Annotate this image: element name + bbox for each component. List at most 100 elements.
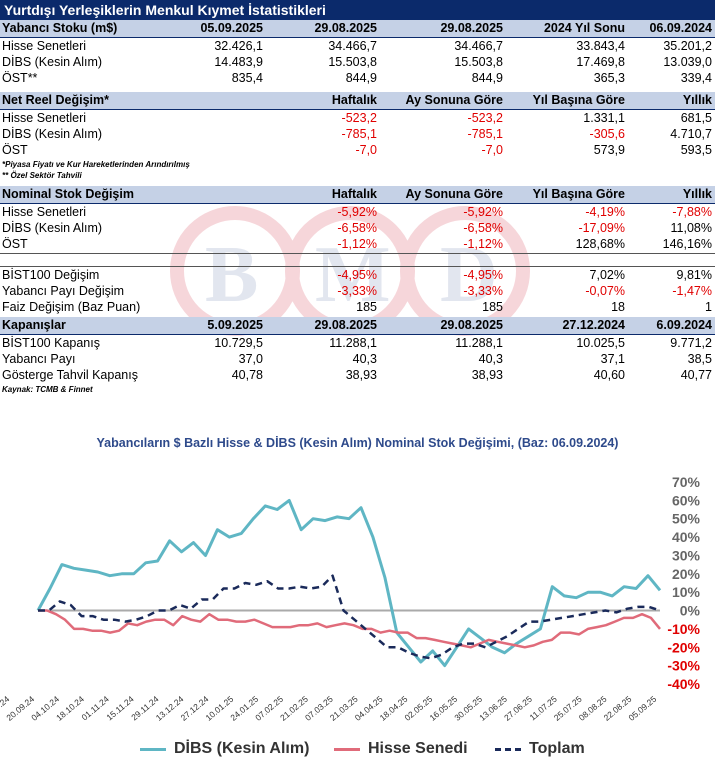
cell-value: -7,0 (481, 143, 503, 157)
table-row: ÖST -7,0 -7,0 573,9 593,5 (0, 142, 715, 158)
table-row: DİBS (Kesin Alım) -6,58% -6,58% -17,09% 11,0… (0, 220, 715, 236)
cell-value: 185 (356, 300, 377, 314)
table-row: Gösterge Tahvil Kapanış 40,78 38,93 38,93 40… (0, 367, 715, 383)
table-header-stock: Yabancı Stoku (m$) 05.09.2025 29.08.2025 29… (0, 20, 715, 38)
legend-item-dibs: DİBS (Kesin Alım) (140, 740, 309, 758)
cell-value: -785,1 (341, 127, 377, 141)
row-label: Yabancı Payı (2, 352, 76, 366)
cell-value: 9.771,2 (670, 336, 712, 350)
table-row: BİST100 Değişim -4,95% -4,95% 7,02% 9,81% (0, 267, 715, 283)
cell-value: 9,81% (676, 268, 712, 282)
row-label: DİBS (Kesin Alım) (2, 221, 103, 235)
cell-value: 10.729,5 (214, 336, 263, 350)
cell-value: 17.469,8 (576, 55, 625, 69)
table-row: DİBS (Kesin Alım) -785,1 -785,1 -305,6 4.710… (0, 126, 715, 142)
cell-value: 40,3 (352, 352, 377, 366)
cell-value: 593,5 (680, 143, 712, 157)
cell-value: -0,07% (585, 284, 625, 298)
series-line-dibs (36, 498, 662, 668)
cell-value: Haftalık (331, 187, 377, 201)
cell-value: 844,9 (471, 71, 503, 85)
y-tick-label: 60% (672, 492, 701, 508)
footnote: ** Özel Sektör Tahvili (0, 170, 715, 181)
cell-value: 11.288,1 (455, 336, 503, 350)
cell-value: 13.039,0 (663, 55, 712, 69)
legend-label: DİBS (Kesin Alım) (174, 740, 310, 757)
cell-value: Yıl Başına Göre (532, 187, 625, 201)
cell-value: 18 (611, 300, 625, 314)
cell-value: 29.08.2025 (440, 318, 503, 332)
cell-value: 40,3 (478, 352, 503, 366)
table-header-real: Net Reel Değişim* Haftalık Ay Sonuna Göre Y… (0, 92, 715, 110)
row-label: ÖST** (2, 71, 38, 85)
footnote-text: *Piyasa Fiyatı ve Kur Hareketlerinden Ar… (2, 160, 190, 169)
cell-value: 14.483,9 (214, 55, 263, 69)
y-tick-label: 50% (672, 511, 701, 527)
row-label: DİBS (Kesin Alım) (2, 127, 103, 141)
cell-value: 4.710,7 (670, 127, 712, 141)
table-header-closing: Kapanışlar 5.09.2025 29.08.2025 29.08.2025 2… (0, 317, 715, 335)
y-tick-label: 40% (672, 529, 701, 545)
row-label: DİBS (Kesin Alım) (2, 55, 103, 69)
cell-value: -6,58% (463, 221, 503, 235)
divider (0, 266, 715, 267)
y-tick-label: 0% (680, 603, 701, 619)
y-tick-label: 10% (672, 584, 701, 600)
chart-legend: DİBS (Kesin Alım) Hisse Senedi Toplam (0, 740, 715, 762)
table-row: Faiz Değişim (Baz Puan) 185 185 18 1 (0, 299, 715, 315)
cell-value: 29.08.2025 (314, 21, 377, 35)
cell-value: 29.08.2025 (314, 318, 377, 332)
y-tick-label: 20% (672, 566, 701, 582)
y-tick-label: -20% (667, 639, 700, 655)
legend-label: Toplam (529, 740, 585, 757)
y-tick-label: -40% (667, 676, 700, 692)
cell-value: -1,47% (672, 284, 712, 298)
cell-value: -6,58% (337, 221, 377, 235)
cell-value: 06.09.2024 (649, 21, 712, 35)
cell-value: 185 (482, 300, 503, 314)
cell-value: 40,78 (231, 368, 263, 382)
source-text: Kaynak: TCMB & Finnet (2, 385, 93, 394)
cell-value: Haftalık (331, 93, 377, 107)
cell-value: 6.09.2024 (656, 318, 712, 332)
table-row: Hisse Senetleri -523,2 -523,2 1.331,1 681,5 (0, 110, 715, 126)
cell-value: 5.09.2025 (207, 318, 263, 332)
cell-value: -305,6 (589, 127, 625, 141)
row-label: ÖST (2, 237, 28, 251)
table-row: Yabancı Payı 37,0 40,3 40,3 37,1 38,5 (0, 351, 715, 367)
cell-value: 40,77 (680, 368, 712, 382)
row-label: BİST100 Kapanış (2, 336, 100, 350)
cell-value: 38,93 (345, 368, 377, 382)
y-tick-label: -10% (667, 621, 700, 637)
cell-value: -1,12% (463, 237, 503, 251)
cell-value: 29.08.2025 (440, 21, 503, 35)
legend-item-toplam: Toplam (495, 740, 585, 758)
row-label: Kapanışlar (2, 318, 66, 332)
row-label: Faiz Değişim (Baz Puan) (2, 300, 141, 314)
cell-value: -785,1 (467, 127, 503, 141)
cell-value: 33.843,4 (576, 39, 625, 53)
cell-value: 2024 Yıl Sonu (543, 21, 625, 35)
cell-value: -7,88% (672, 205, 712, 219)
table-row: ÖST** 835,4 844,9 844,9 365,3 339,4 (0, 70, 715, 86)
footnote-text: ** Özel Sektör Tahvili (2, 171, 82, 180)
cell-value: 1 (705, 300, 712, 314)
legend-item-hisse: Hisse Senedi (334, 740, 468, 758)
cell-value: -5,92% (337, 205, 377, 219)
cell-value: -17,09% (578, 221, 625, 235)
cell-value: 128,68% (575, 237, 625, 251)
cell-value: 37,0 (238, 352, 263, 366)
x-tick-label: 05.09.25 (627, 694, 659, 723)
cell-value: 11,08% (670, 221, 712, 235)
table-row: Yabancı Payı Değişim -3,33% -3,33% -0,07% -1… (0, 283, 715, 299)
cell-value: 34.466,7 (454, 39, 503, 53)
cell-value: 339,4 (680, 71, 712, 85)
cell-value: Yıllık (682, 187, 712, 201)
footnote: *Piyasa Fiyatı ve Kur Hareketlerinden Ar… (0, 159, 715, 170)
table-header-nominal: Nominal Stok Değişim Haftalık Ay Sonuna Gö… (0, 186, 715, 204)
y-tick-label: 30% (672, 547, 701, 563)
table-row: Hisse Senetleri -5,92% -5,92% -4,19% -7,88% (0, 204, 715, 220)
row-label: Yabancı Payı Değişim (2, 284, 125, 298)
row-label: BİST100 Değişim (2, 268, 100, 282)
